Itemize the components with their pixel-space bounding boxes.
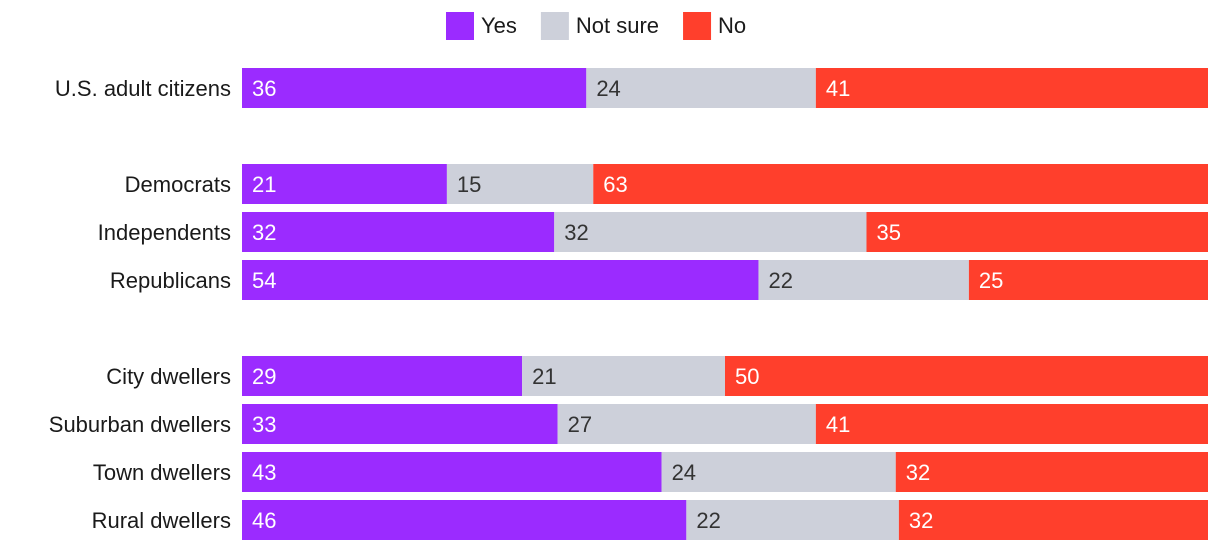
value-label-not-sure-town-dwellers: 24 (672, 460, 696, 485)
value-label-not-sure-democrats: 15 (457, 172, 481, 197)
bar-segment-no-rural-dwellers (898, 500, 1208, 540)
bar-segment-no-democrats (593, 164, 1208, 204)
bar-segment-not-sure-republicans (758, 260, 969, 300)
bar-segment-no-u-s-adult-citizens (815, 68, 1208, 108)
value-label-not-sure-independents: 32 (564, 220, 588, 245)
category-label-democrats: Democrats (125, 172, 231, 197)
bar-row-town-dwellers: Town dwellers 43 24 32 (93, 452, 1208, 492)
value-label-not-sure-suburban-dwellers: 27 (568, 412, 592, 437)
bar-segment-no-republicans (968, 260, 1208, 300)
value-label-not-sure-republicans: 22 (768, 268, 792, 293)
category-label-republicans: Republicans (110, 268, 231, 293)
value-label-no-suburban-dwellers: 41 (826, 412, 850, 437)
bar-segment-no-suburban-dwellers (815, 404, 1208, 444)
value-label-no-republicans: 25 (979, 268, 1003, 293)
chart-legend: Yes Not sure No (446, 12, 746, 40)
bar-row-democrats: Democrats 21 15 63 (125, 164, 1208, 204)
value-label-yes-rural-dwellers: 46 (252, 508, 276, 533)
value-label-yes-republicans: 54 (252, 268, 276, 293)
value-label-yes-city-dwellers: 29 (252, 364, 276, 389)
bar-segment-no-independents (866, 212, 1208, 252)
legend-swatch-not-sure (540, 12, 569, 40)
bar-segment-not-sure-democrats (446, 164, 594, 204)
legend-swatch-no (683, 12, 712, 40)
value-label-no-u-s-adult-citizens: 41 (826, 76, 850, 101)
value-label-yes-suburban-dwellers: 33 (252, 412, 276, 437)
bar-segment-yes-democrats (242, 164, 447, 204)
bar-segment-not-sure-u-s-adult-citizens (586, 68, 816, 108)
value-label-no-rural-dwellers: 32 (909, 508, 933, 533)
legend-label-not-sure: Not sure (576, 13, 659, 38)
category-label-independents: Independents (98, 220, 231, 245)
category-label-rural-dwellers: Rural dwellers (92, 508, 231, 533)
category-label-city-dwellers: City dwellers (106, 364, 231, 389)
bar-segment-yes-rural-dwellers (242, 500, 687, 540)
value-label-not-sure-u-s-adult-citizens: 24 (596, 76, 620, 101)
value-label-yes-town-dwellers: 43 (252, 460, 276, 485)
bar-segment-yes-independents (242, 212, 555, 252)
value-label-yes-democrats: 21 (252, 172, 276, 197)
category-label-u-s-adult-citizens: U.S. adult citizens (55, 76, 231, 101)
value-label-no-city-dwellers: 50 (735, 364, 759, 389)
bar-segment-not-sure-town-dwellers (661, 452, 896, 492)
legend-label-no: No (718, 13, 746, 38)
bar-segment-yes-city-dwellers (242, 356, 523, 396)
bar-row-rural-dwellers: Rural dwellers 46 22 32 (92, 500, 1208, 540)
bar-segment-yes-suburban-dwellers (242, 404, 558, 444)
category-label-town-dwellers: Town dwellers (93, 460, 231, 485)
bar-row-city-dwellers: City dwellers 29 21 50 (106, 356, 1208, 396)
legend-label-yes: Yes (481, 13, 517, 38)
bar-row-independents: Independents 32 32 35 (98, 212, 1208, 252)
bar-segment-no-town-dwellers (895, 452, 1208, 492)
value-label-not-sure-city-dwellers: 21 (532, 364, 556, 389)
bar-segment-not-sure-city-dwellers (522, 356, 725, 396)
value-label-no-independents: 35 (876, 220, 900, 245)
bar-row-republicans: Republicans 54 22 25 (110, 260, 1208, 300)
bar-row-u-s-adult-citizens: U.S. adult citizens 36 24 41 (55, 68, 1208, 108)
chart-bars: U.S. adult citizens 36 24 41 Democrats 21 15 63… (49, 68, 1208, 540)
bar-segment-yes-town-dwellers (242, 452, 662, 492)
bar-row-suburban-dwellers: Suburban dwellers 33 27 41 (49, 404, 1208, 444)
value-label-yes-independents: 32 (252, 220, 276, 245)
category-label-suburban-dwellers: Suburban dwellers (49, 412, 231, 437)
bar-segment-yes-republicans (242, 260, 759, 300)
bar-segment-yes-u-s-adult-citizens (242, 68, 587, 108)
value-label-yes-u-s-adult-citizens: 36 (252, 76, 276, 101)
bar-segment-not-sure-suburban-dwellers (557, 404, 816, 444)
bar-segment-not-sure-independents (554, 212, 867, 252)
bar-segment-not-sure-rural-dwellers (686, 500, 899, 540)
bar-segment-no-city-dwellers (725, 356, 1208, 396)
legend-swatch-yes (446, 12, 474, 40)
value-label-no-democrats: 63 (603, 172, 627, 197)
value-label-no-town-dwellers: 32 (906, 460, 930, 485)
value-label-not-sure-rural-dwellers: 22 (696, 508, 720, 533)
